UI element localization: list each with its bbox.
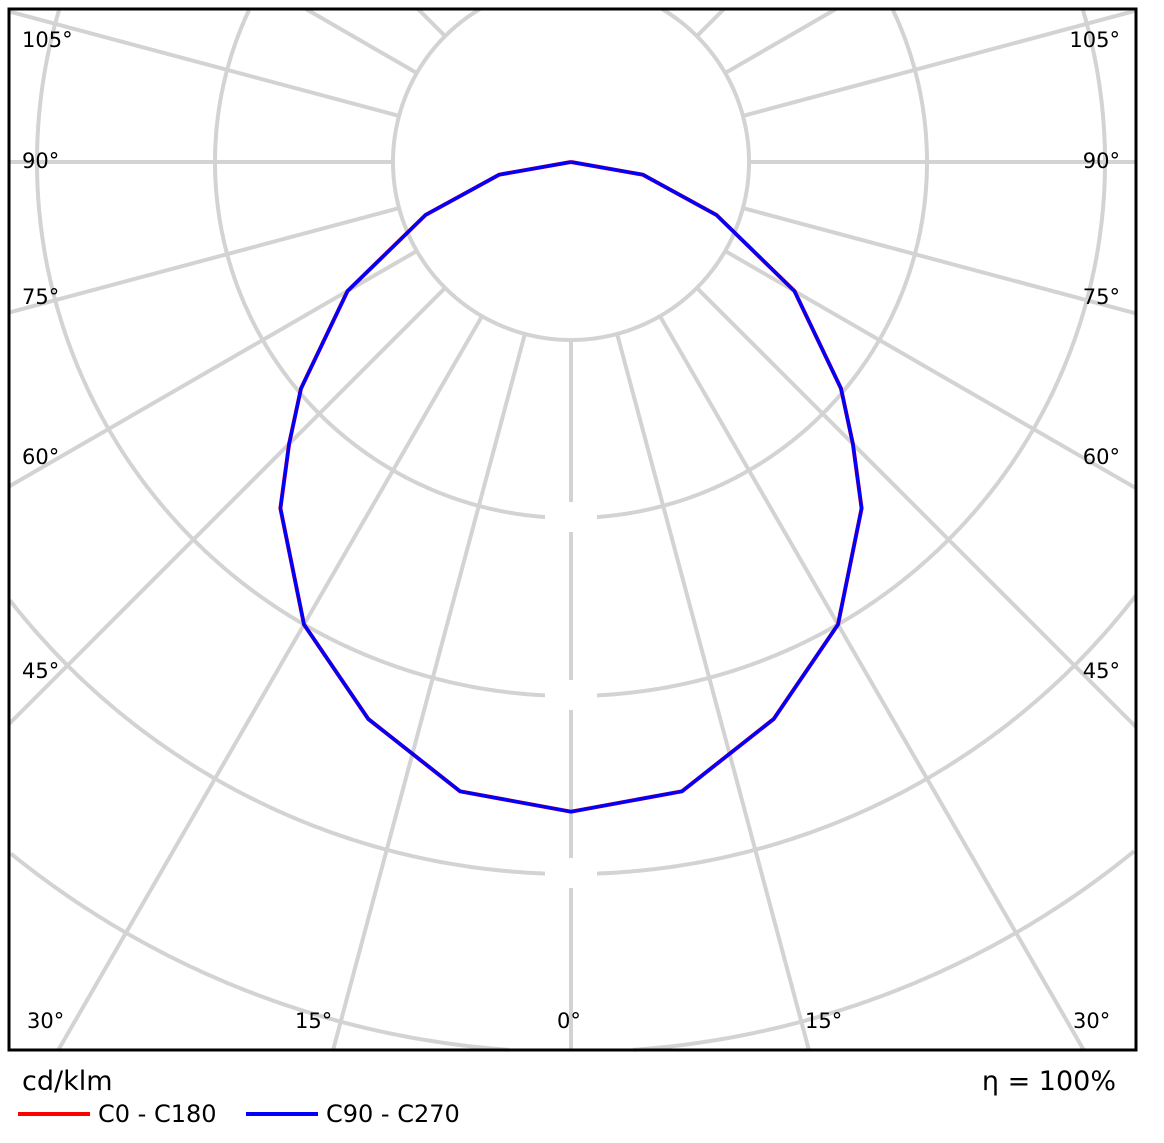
grid-radial-line [695,286,1138,729]
grid-radial-line [304,7,418,75]
unit-label: cd/klm [22,1066,113,1097]
legend-label: C90 - C270 [326,1100,460,1128]
ring-label-box [545,502,597,532]
efficiency-label: η = 100% [981,1066,1116,1097]
grid-radial-line [7,286,447,726]
angle-label-right: 60° [1082,445,1120,469]
plot-frame [7,7,1138,1052]
grid-radial-line [658,315,1086,1052]
legend-swatch-red [18,1112,90,1116]
grid-radial-line [724,7,838,75]
angle-label-right: 45° [1082,659,1120,683]
polar-grid [7,7,1138,1052]
grid-radial-line [56,315,484,1052]
ring-label-box [545,858,597,888]
grid-radial-line [695,7,726,38]
angle-label-bottom: 15° [805,1009,843,1033]
grid-radial-line [615,333,811,1051]
ring-label-box [545,680,597,710]
grid-radial-line [724,249,1138,490]
angle-label-left: 60° [22,445,60,469]
angle-label-bottom: 0° [557,1009,581,1033]
grid-radial-line [742,206,1137,316]
grid-radial-line [416,7,447,38]
grid-radial-line [7,249,418,489]
angle-label-left: 90° [22,149,60,173]
grid-radial-line [8,206,400,315]
angle-label-bottom: 15° [295,1009,333,1033]
legend-item-c90-c270: C90 - C270 [246,1100,460,1128]
grid-ring [632,849,1136,1052]
angle-label-bottom: 30° [27,1009,65,1033]
curves [278,160,864,814]
grid-radial-line [331,333,527,1051]
angle-label-bottom: 30° [1073,1009,1111,1033]
angle-label-left: 45° [22,659,60,683]
grid-radial-line [742,8,1137,118]
angle-label-right: 90° [1082,149,1120,173]
angle-label-right: 75° [1082,285,1120,309]
legend-label: C0 - C180 [98,1100,217,1128]
grid-ring [9,852,510,1052]
legend-swatch-blue [246,1112,318,1116]
legend-item-c0-c180: C0 - C180 [18,1100,217,1128]
angle-label-left: 105° [22,28,73,52]
angle-label-left: 75° [22,285,60,309]
grid-radial-line [8,9,400,118]
angle-label-right: 105° [1069,28,1120,52]
grid-ring [391,7,751,342]
